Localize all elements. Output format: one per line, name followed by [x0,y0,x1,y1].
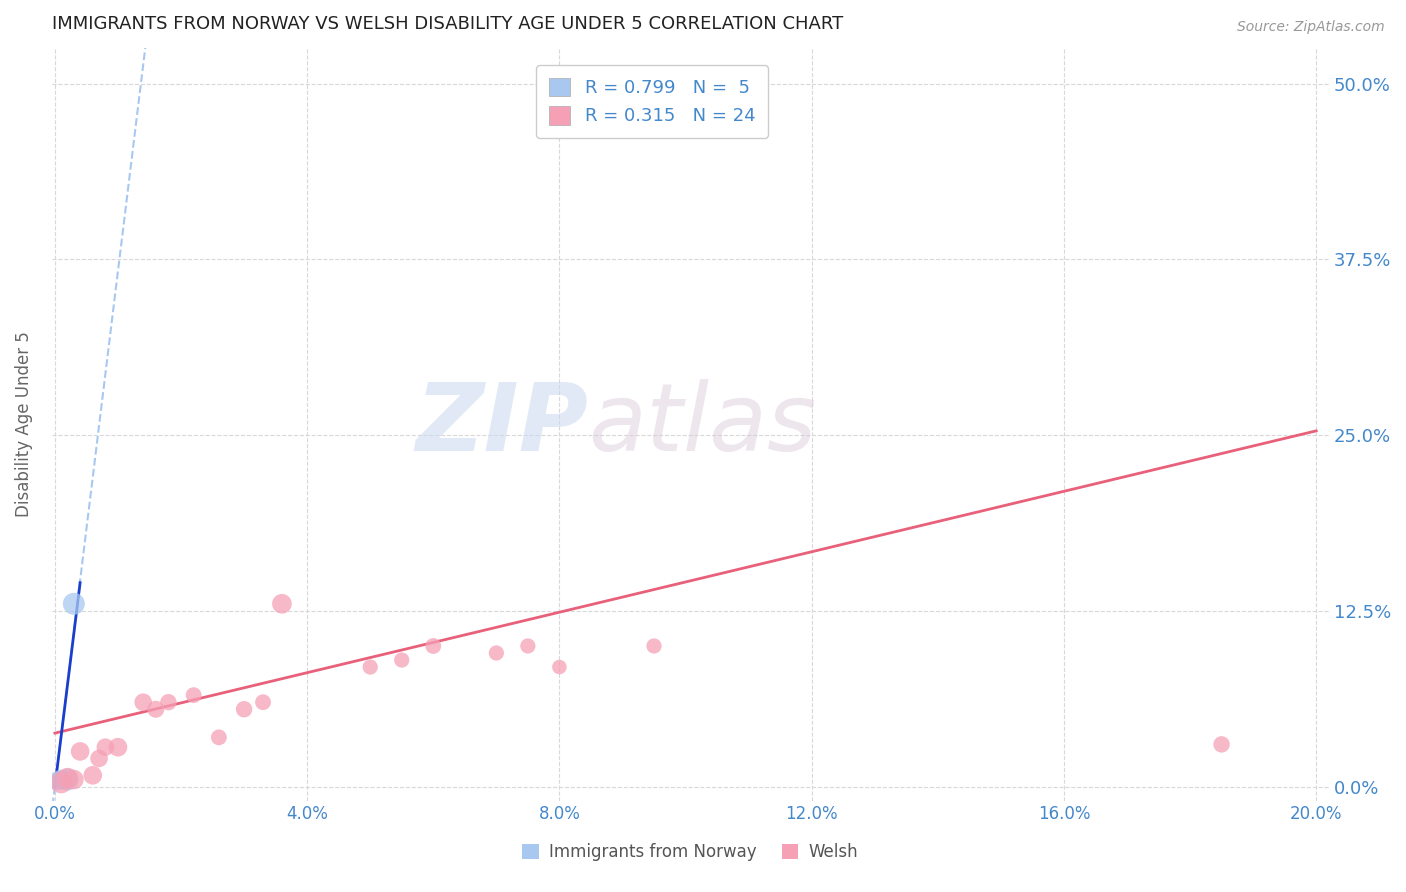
Point [359,660,381,674]
Point [252,695,274,709]
Point [63,597,86,611]
Point [485,646,508,660]
Text: IMMIGRANTS FROM NORWAY VS WELSH DISABILITY AGE UNDER 5 CORRELATION CHART: IMMIGRANTS FROM NORWAY VS WELSH DISABILI… [52,15,844,33]
Point [45,773,67,788]
Point [422,639,444,653]
Text: atlas: atlas [588,379,817,470]
Point [643,639,665,653]
Point [51,772,73,787]
Point [63,772,86,787]
Text: ZIP: ZIP [415,378,588,471]
Point [548,660,571,674]
Text: Source: ZipAtlas.com: Source: ZipAtlas.com [1237,20,1385,34]
Point [82,768,104,782]
Point [53,773,76,788]
Point [1211,738,1233,752]
Point [157,695,180,709]
Point [271,597,294,611]
Point [391,653,413,667]
Point [145,702,167,716]
Point [87,751,110,765]
Point [94,740,117,755]
Point [233,702,256,716]
Legend: R = 0.799   N =  5, R = 0.315   N = 24: R = 0.799 N = 5, R = 0.315 N = 24 [536,65,768,138]
Point [208,731,231,745]
Point [51,775,73,789]
Point [107,740,129,755]
Y-axis label: Disability Age Under 5: Disability Age Under 5 [15,332,32,517]
Point [56,772,79,787]
Point [516,639,538,653]
Point [56,771,79,785]
Point [183,688,205,702]
Point [132,695,155,709]
Point [69,744,91,758]
